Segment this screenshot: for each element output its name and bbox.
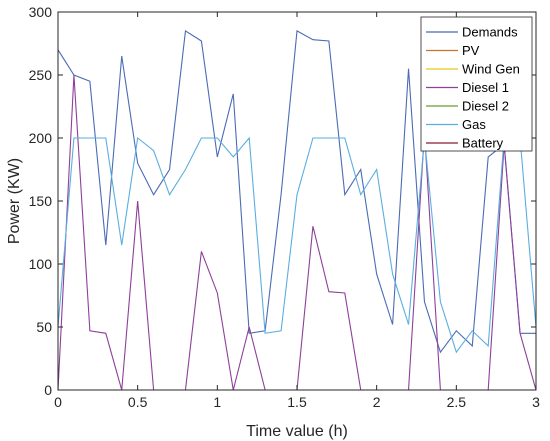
y-tick-label: 0	[44, 382, 52, 398]
legend-label-pv: PV	[462, 43, 480, 58]
legend-box	[420, 16, 533, 152]
series-line-gas	[57, 136, 537, 354]
legend-label-diesel-2: Diesel 2	[462, 99, 509, 114]
legend-label-gas: Gas	[462, 117, 486, 132]
legend-label-battery: Battery	[462, 136, 504, 151]
x-tick-label: 2	[373, 394, 381, 410]
series-line-demands	[57, 29, 536, 354]
y-tick-label: 250	[29, 67, 53, 83]
y-tick-label: 50	[36, 319, 52, 335]
x-tick-label: 0.5	[128, 394, 148, 410]
x-tick-label: 1	[213, 394, 221, 410]
x-axis-title: Time value (h)	[246, 423, 348, 440]
x-tick-label: 1.5	[287, 394, 307, 410]
y-tick-label: 300	[29, 4, 53, 20]
legend-label-diesel-1: Diesel 1	[462, 80, 509, 95]
legend-label-wind-gen: Wind Gen	[462, 62, 520, 77]
legend-label-demands: Demands	[462, 25, 518, 40]
tick-layer: 0 0.5 1 1.5 2 2.5 3 0 50 100 150 200 250 300	[29, 4, 540, 410]
x-tick-label: 2.5	[447, 394, 467, 410]
legend: Demands PV Wind Gen Diesel 1 Diesel 2 Gas Batt…	[420, 16, 533, 152]
y-tick-label: 200	[29, 130, 53, 146]
x-tick-label: 0	[54, 394, 62, 410]
x-tick-label: 3	[532, 394, 540, 410]
y-tick-label: 100	[29, 256, 53, 272]
y-tick-label: 150	[29, 193, 53, 209]
y-axis-title: Power (KW)	[6, 158, 23, 244]
